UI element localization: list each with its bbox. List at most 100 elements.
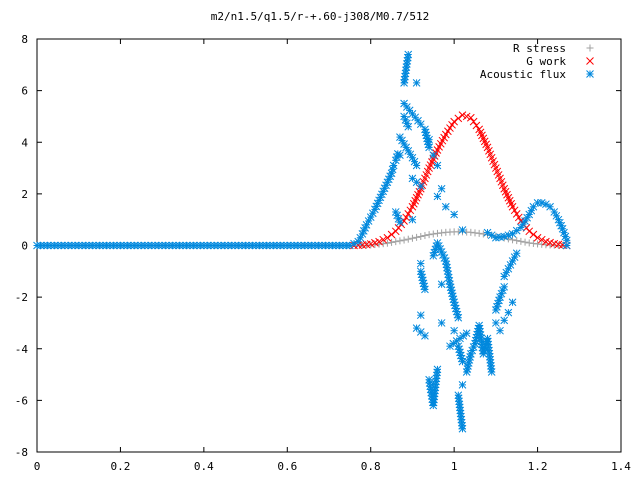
data-point [462,112,471,121]
data-point [514,213,523,222]
data-point [387,230,396,239]
data-point [525,227,534,236]
data-point [472,121,481,130]
data-point [396,151,404,160]
series-g-work [350,111,571,250]
data-point [379,235,388,244]
data-point [416,182,425,190]
x-tick-label: 1.4 [611,460,631,473]
data-point [508,202,517,211]
legend-label: R stress [513,42,566,55]
data-point [537,235,546,244]
data-point [475,229,483,237]
data-point [429,151,438,160]
data-point [383,233,392,242]
data-point [408,174,417,183]
x-tick-label: 0.8 [361,460,381,473]
data-point [513,237,521,245]
data-point [421,331,429,340]
data-point [388,238,396,246]
data-point [404,210,413,218]
data-point [529,230,538,239]
data-point [442,260,451,269]
data-point [444,270,453,279]
data-point [525,239,533,247]
data-point [492,319,500,327]
y-tick-label: 0 [21,240,28,253]
x-tick-label: 1 [451,460,458,473]
data-point [458,424,467,433]
data-point [437,280,446,289]
x-tick-label: 0.2 [110,460,130,473]
data-point [509,236,517,244]
data-point [458,381,467,389]
data-point [383,239,391,247]
legend-label: G work [526,55,566,68]
data-point [496,326,504,335]
data-point [433,161,442,170]
data-point [425,231,433,239]
legend-marker [586,70,594,78]
data-point [467,228,475,236]
data-point [469,117,478,126]
axis-ticks: 0 0.2 0.4 0.6 0.8 1 1.2 1.4 8 6 4 2 0 -2 -4 -6 -8 [15,33,632,473]
data-point [458,226,467,234]
y-tick-label: 8 [21,33,28,46]
y-tick-label: 2 [21,188,28,201]
data-point [417,232,425,240]
data-point [458,357,467,366]
data-point [412,161,421,170]
data-point [450,210,458,219]
data-point [437,319,446,327]
data-point [404,50,413,59]
data-point [412,324,421,332]
data-point [521,238,529,246]
data-point [406,206,415,215]
data-point [418,273,427,282]
x-tick-label: 0.4 [194,460,214,473]
data-point [466,113,475,122]
data-point [462,329,471,338]
data-point [454,313,463,322]
data-point [512,226,521,235]
data-point [500,232,509,241]
data-point [376,193,385,202]
y-tick-label: 6 [21,85,28,98]
data-point [438,229,446,237]
y-tick-label: -2 [15,291,28,304]
data-point [396,218,404,227]
data-point [555,218,564,227]
x-tick-label: 0 [34,460,41,473]
data-point [441,202,450,211]
data-point [510,206,519,215]
x-tick-label: 1.2 [528,460,548,473]
chart-title: m2/n1.5/q1.5/r-+.60-j308/M0.7/512 [211,10,430,23]
data-point [375,237,383,246]
data-point [384,175,393,184]
data-point [458,111,467,120]
y-tick-label: 4 [21,136,28,149]
legend-label: Acoustic flux [480,68,566,81]
data-point [471,229,479,237]
data-point [408,215,417,224]
data-point [512,210,521,218]
data-point [508,230,517,238]
data-point [546,202,554,211]
data-point [421,128,430,137]
data-point [421,285,429,294]
data-point [500,316,509,325]
series-acoustic-flux [33,50,571,433]
legend-marker [586,57,594,65]
data-point [433,192,442,201]
data-point [421,232,429,240]
y-tick-label: -8 [15,446,28,459]
legend-marker [586,44,594,52]
y-tick-label: -4 [15,343,29,356]
data-point [416,259,425,268]
data-point [496,233,504,241]
data-point [433,365,442,374]
data-point [504,308,513,317]
